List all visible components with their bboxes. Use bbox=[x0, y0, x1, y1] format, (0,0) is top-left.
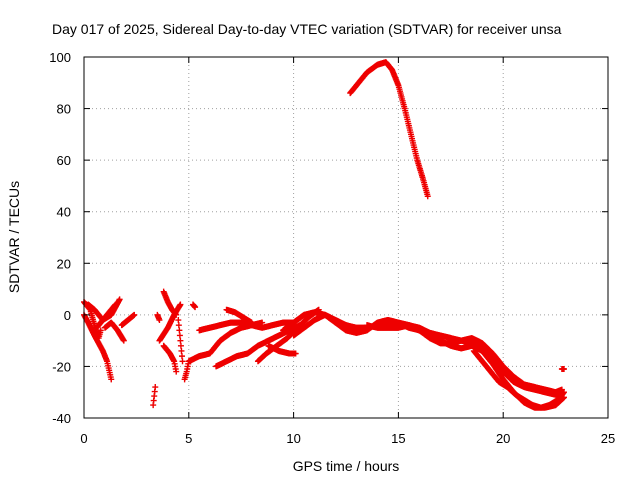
series-arc-12 bbox=[175, 317, 186, 365]
x-tick-label: 5 bbox=[185, 431, 192, 446]
data-point bbox=[152, 384, 159, 391]
series-arc-21 bbox=[290, 311, 567, 411]
y-tick-label: 40 bbox=[57, 205, 71, 220]
series-arc-24 bbox=[470, 347, 567, 411]
data-point bbox=[424, 193, 431, 200]
x-tick-label: 0 bbox=[80, 431, 87, 446]
chart-title: Day 017 of 2025, Sidereal Day-to-day VTE… bbox=[52, 21, 562, 37]
y-tick-label: 60 bbox=[57, 153, 71, 168]
data-point bbox=[560, 389, 567, 396]
series-arc-23 bbox=[363, 322, 565, 396]
series-arc-17 bbox=[223, 306, 255, 326]
y-tick-label: 80 bbox=[57, 102, 71, 117]
y-axis-label: SDTVAR / TECUs bbox=[6, 181, 22, 293]
x-tick-label: 10 bbox=[286, 431, 300, 446]
y-tick-label: 0 bbox=[64, 308, 71, 323]
data-point bbox=[173, 311, 180, 318]
data-point bbox=[177, 342, 184, 349]
data-point bbox=[116, 296, 123, 303]
data-point bbox=[248, 319, 255, 326]
data-point bbox=[176, 327, 183, 334]
axis-ticks: 0 5 10 15 20 25 -40 -20 0 20 40 60 80 100 bbox=[49, 50, 615, 446]
data-point bbox=[178, 347, 185, 354]
data-point bbox=[175, 317, 182, 324]
y-tick-label: -40 bbox=[52, 411, 71, 426]
data-point bbox=[292, 350, 299, 357]
series-arc-22 bbox=[347, 59, 431, 200]
data-point bbox=[192, 304, 199, 311]
series-arc-5 bbox=[101, 319, 127, 344]
series-arc-8 bbox=[154, 311, 163, 324]
plot-frame bbox=[83, 56, 609, 419]
x-tick-label: 25 bbox=[601, 431, 615, 446]
data-point bbox=[560, 366, 567, 373]
data-point bbox=[178, 353, 185, 360]
data-point bbox=[120, 337, 127, 344]
series-arc-2 bbox=[81, 311, 115, 383]
data-point bbox=[179, 358, 186, 365]
series-arc-4 bbox=[93, 301, 119, 331]
x-tick-label: 15 bbox=[391, 431, 405, 446]
x-axis-label: GPS time / hours bbox=[293, 458, 400, 474]
y-tick-label: -20 bbox=[52, 359, 71, 374]
data-point bbox=[177, 301, 184, 308]
grid bbox=[84, 57, 608, 418]
series-arc-19 bbox=[265, 342, 299, 357]
data-point bbox=[97, 327, 104, 334]
data-point bbox=[175, 322, 182, 329]
series-arc-10 bbox=[160, 288, 180, 318]
data-point bbox=[176, 332, 183, 339]
data-point bbox=[259, 319, 266, 326]
x-tick-label: 20 bbox=[496, 431, 510, 446]
data-point bbox=[112, 301, 119, 308]
data-marks bbox=[81, 59, 567, 411]
series-arc-16 bbox=[213, 322, 303, 370]
series-arc-7 bbox=[150, 384, 159, 409]
data-point bbox=[131, 311, 138, 318]
data-point bbox=[108, 376, 115, 383]
data-point bbox=[156, 317, 163, 324]
data-point bbox=[177, 337, 184, 344]
y-tick-label: 20 bbox=[57, 256, 71, 271]
series-arc-25 bbox=[558, 366, 567, 373]
y-tick-label: 100 bbox=[49, 50, 71, 65]
series-arc-11 bbox=[160, 342, 180, 375]
series-arc-6 bbox=[118, 311, 138, 329]
series-arc-14 bbox=[189, 301, 199, 311]
data-point bbox=[173, 368, 180, 375]
